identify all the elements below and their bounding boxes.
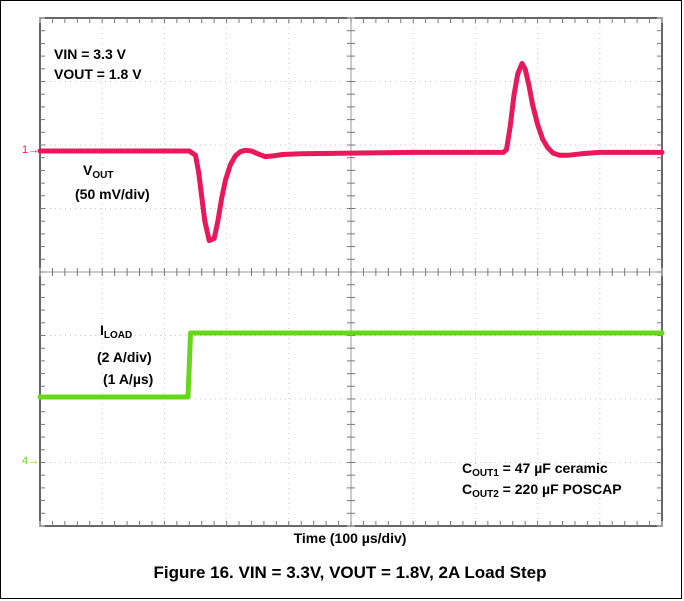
figure-caption: Figure 16. VIN = 3.3V, VOUT = 1.8V, 2A L…	[153, 563, 547, 582]
x-axis-label: Time (100 µs/div)	[293, 530, 407, 546]
cout1-sub: OUT1	[472, 468, 499, 479]
ch4-label: 4	[22, 455, 29, 467]
cout1-text: = 47 µF ceramic	[498, 460, 608, 476]
cout2-text: = 220 µF POSCAP	[498, 481, 622, 497]
vout-annotation: VOUT = 1.8 V	[54, 66, 142, 82]
cout1-main: C	[462, 460, 473, 476]
traces	[37, 61, 665, 400]
vout-scale-label: (50 mV/div)	[75, 186, 150, 202]
iload-trace-label: ILOAD	[100, 322, 132, 344]
vout-trace-label: VOUT	[83, 162, 113, 184]
ch1-arrow-icon: →	[28, 144, 40, 156]
iload-label-main: I	[100, 322, 104, 338]
ch1-label: 1	[22, 144, 29, 156]
iload-scale-label: (2 A/div)	[97, 349, 152, 365]
vout-label-sub: OUT	[92, 170, 114, 181]
vout-trace	[37, 61, 665, 244]
ch4-marker: 4→	[22, 455, 39, 467]
cout1-annotation: COUT1 = 47 µF ceramic	[462, 460, 608, 482]
iload-label-sub: LOAD	[103, 330, 133, 341]
cout2-main: C	[462, 481, 473, 497]
iload-slew-label: (1 A/µs)	[103, 371, 154, 387]
ch4-arrow-icon: →	[28, 455, 40, 467]
cout2-annotation: COUT2 = 220 µF POSCAP	[462, 481, 622, 503]
ch1-marker: 1→	[22, 144, 39, 156]
cout2-sub: OUT2	[472, 489, 499, 500]
vout-label-main: V	[83, 162, 93, 178]
iload-trace	[37, 330, 665, 400]
vin-annotation: VIN = 3.3 V	[54, 46, 126, 62]
